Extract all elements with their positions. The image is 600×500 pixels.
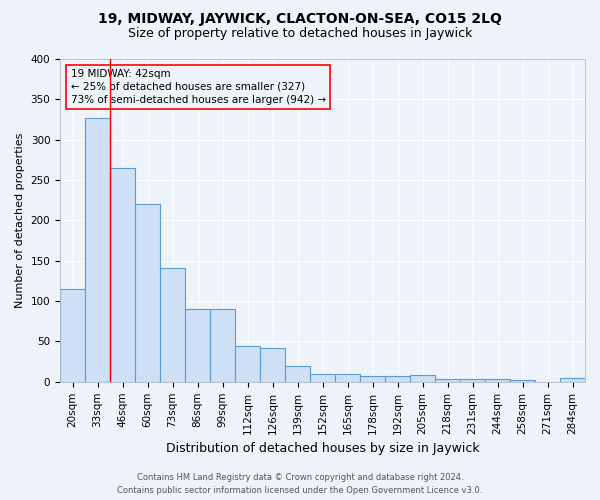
Bar — [560, 378, 585, 382]
Text: 19 MIDWAY: 42sqm
← 25% of detached houses are smaller (327)
73% of semi-detached: 19 MIDWAY: 42sqm ← 25% of detached house… — [71, 68, 326, 105]
Bar — [385, 376, 410, 382]
Bar — [410, 376, 435, 382]
Bar — [160, 268, 185, 382]
Bar — [310, 374, 335, 382]
Bar — [60, 289, 85, 382]
Bar — [360, 376, 385, 382]
Y-axis label: Number of detached properties: Number of detached properties — [15, 132, 25, 308]
Bar — [185, 309, 210, 382]
Text: 19, MIDWAY, JAYWICK, CLACTON-ON-SEA, CO15 2LQ: 19, MIDWAY, JAYWICK, CLACTON-ON-SEA, CO1… — [98, 12, 502, 26]
Bar — [135, 204, 160, 382]
Bar — [510, 380, 535, 382]
Bar — [460, 380, 485, 382]
Bar — [260, 348, 285, 382]
Bar — [435, 380, 460, 382]
Bar — [335, 374, 360, 382]
Bar — [285, 366, 310, 382]
Bar — [110, 168, 135, 382]
Bar — [210, 309, 235, 382]
Bar — [85, 118, 110, 382]
Bar — [235, 346, 260, 382]
Bar — [485, 380, 510, 382]
X-axis label: Distribution of detached houses by size in Jaywick: Distribution of detached houses by size … — [166, 442, 479, 455]
Text: Contains HM Land Registry data © Crown copyright and database right 2024.
Contai: Contains HM Land Registry data © Crown c… — [118, 474, 482, 495]
Text: Size of property relative to detached houses in Jaywick: Size of property relative to detached ho… — [128, 28, 472, 40]
